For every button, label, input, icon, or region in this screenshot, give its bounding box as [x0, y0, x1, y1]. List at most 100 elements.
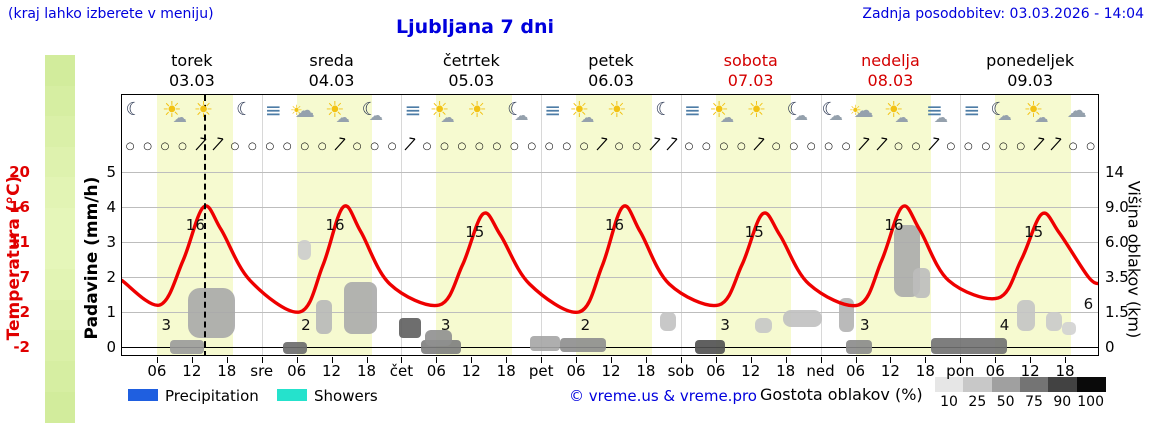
temp-max-label: 16: [325, 215, 345, 234]
day-boundary-line: [261, 95, 263, 355]
temp-min-label: 3: [720, 316, 730, 335]
wind-calm-icon: ○: [143, 141, 152, 152]
temp-max-label: 16: [604, 215, 625, 234]
fog-cloud-icon: ≡☁: [926, 98, 948, 126]
plot-area: 16 3 16 2 15 3 16 2 15 3 16 3 15 4 6 ☾ ☀☁ ☀ ☾ ≡ ☀☁ ☀☁ ☾☁ ≡ ☀☁ ☀ ☾☁…: [121, 94, 1099, 356]
wind-calm-icon: ○: [492, 141, 502, 152]
x-tick-label: 18: [915, 362, 935, 380]
cloud-blob: [529, 336, 560, 351]
day-boundary-label: sob: [667, 362, 695, 380]
cloud-blob: [930, 338, 1007, 354]
wind-barb-icon: [194, 137, 209, 151]
day-boundary-label: pon: [946, 362, 975, 380]
x-tick-mark: [401, 357, 403, 363]
wind-calm-icon: ○: [632, 141, 641, 152]
colorbar-segment: [45, 208, 75, 239]
grid-line: [122, 277, 1098, 278]
temp-end-label: 6: [1083, 294, 1094, 313]
cloud-tick-label: 0: [1105, 338, 1115, 356]
day-name: sobota: [723, 51, 778, 70]
colorbar-segment: [45, 85, 75, 117]
wind-barb-icon: [648, 137, 663, 151]
cloud-tick-label: 14: [1105, 163, 1125, 181]
day-boundary-line: [541, 95, 543, 355]
wind-calm-icon: ○: [614, 141, 624, 152]
x-tick-mark: [925, 357, 927, 363]
moon-icon: ☾: [655, 99, 672, 120]
wind-calm-icon: ○: [125, 141, 135, 152]
precip-tick-label: 2: [106, 268, 116, 286]
wind-calm-icon: ○: [317, 141, 327, 152]
cloud-blob: [344, 282, 378, 334]
wind-calm-icon: ○: [544, 141, 554, 152]
day-boundary-line: [680, 95, 682, 355]
wind-barb-icon: [875, 137, 890, 151]
temp-max-label: 15: [1024, 222, 1044, 241]
daylight-band: [715, 95, 792, 355]
cloud-blob: [298, 240, 312, 260]
sun-icon: ☀: [467, 98, 487, 123]
sun-cloud-icon: ☀☁: [325, 98, 350, 126]
x-tick-label: 06: [845, 362, 866, 380]
x-tick-label: 12: [741, 362, 761, 380]
wind-barb-icon: [927, 137, 942, 151]
temp-max-label: 16: [884, 215, 904, 234]
cloud-blob: [755, 318, 773, 333]
day-name: torek: [171, 51, 213, 70]
cloud-blob: [424, 330, 452, 346]
wind-calm-icon: ○: [719, 141, 729, 152]
x-tick-mark: [506, 357, 508, 363]
x-tick-mark: [855, 357, 857, 363]
moon-cloud-icon: ☾☁: [990, 99, 1012, 124]
x-tick-mark: [261, 357, 263, 363]
cloud-blob: [315, 300, 332, 334]
temp-max-label: 15: [744, 222, 764, 241]
cloud-blob: [560, 338, 607, 352]
x-tick-label: 12: [1020, 362, 1040, 380]
cloud-blob: [1016, 300, 1035, 331]
colorbar-segment: [45, 299, 75, 331]
colorbar-segment: [45, 330, 75, 362]
wind-barb-icon: [752, 137, 767, 151]
cloud-blob: [1062, 322, 1077, 335]
wind-calm-icon: ○: [684, 141, 694, 152]
density-cell: [1019, 377, 1049, 392]
day-date: 09.03: [1007, 71, 1054, 90]
temp-tick-label: 11: [9, 233, 30, 251]
density-cell: [1048, 377, 1078, 392]
wind-calm-icon: ○: [1086, 141, 1095, 152]
day-boundary-label: čet: [389, 362, 414, 380]
cloud-tick-label: 9.0: [1105, 198, 1129, 216]
precip-tick-label: 1: [106, 303, 116, 321]
day-boundary-label: pet: [528, 362, 554, 380]
cloud-blob: [283, 342, 308, 354]
daylight-band: [436, 95, 513, 355]
temp-tick-label: 16: [9, 198, 30, 216]
sun-cloud-icon: ☀☁: [709, 98, 734, 126]
density-cell: [935, 377, 964, 392]
density-tick-label: 75: [1025, 394, 1043, 410]
sun-cloud-icon: ☀☁: [429, 98, 455, 126]
fog-icon: ≡: [684, 98, 701, 122]
wind-calm-icon: ○: [282, 141, 292, 152]
x-tick-mark: [750, 357, 752, 363]
moon-cloud-icon: ☾☁: [786, 99, 808, 124]
day-date: 06.03: [588, 71, 634, 90]
x-tick-label: 18: [636, 362, 656, 380]
day-boundary-line: [960, 95, 962, 355]
x-tick-label: 06: [287, 362, 307, 380]
wind-calm-icon: ○: [998, 141, 1008, 152]
colorbar-segment: [45, 361, 75, 392]
day-boundary-line: [820, 95, 822, 355]
cloud-icon: ☁: [1066, 98, 1087, 122]
last-updated: Zadnja posodobitev: 03.03.2026 - 14:04: [862, 6, 1144, 22]
wind-calm-icon: ○: [387, 141, 397, 152]
wind-calm-icon: ○: [894, 141, 903, 152]
wind-calm-icon: ○: [1016, 141, 1026, 152]
x-tick-mark: [436, 357, 438, 363]
colorbar-segment: [45, 177, 75, 209]
x-tick-label: 06: [147, 362, 167, 380]
moon-cloud-icon: ☾☁: [361, 99, 383, 124]
credit-link[interactable]: © vreme.us & vreme.pro: [569, 387, 757, 405]
colorbar-segment: [45, 238, 75, 270]
